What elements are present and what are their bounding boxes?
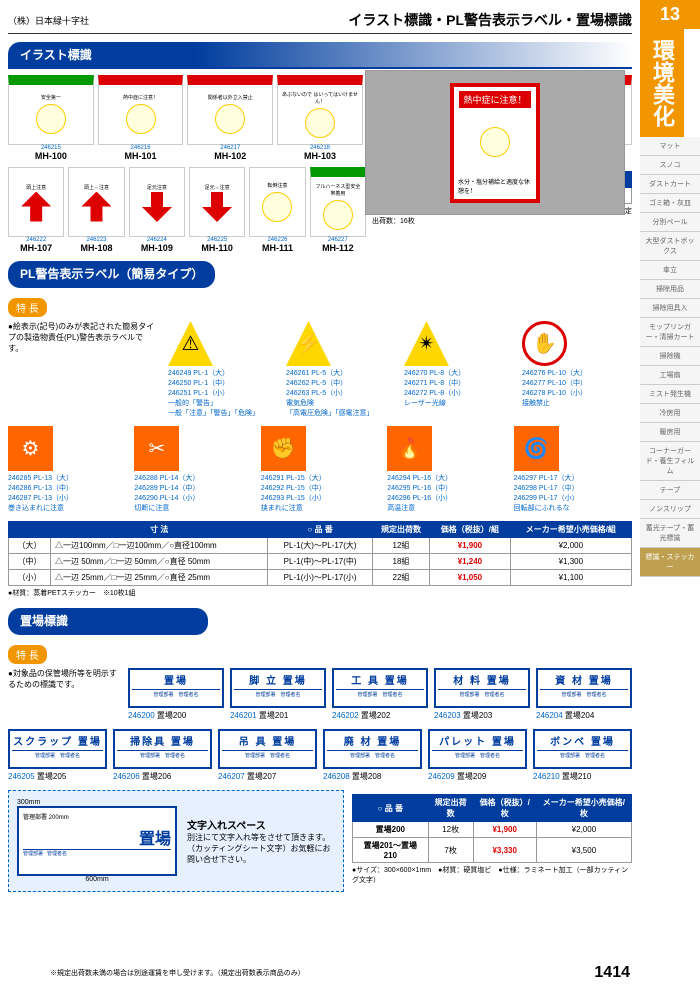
pl-item: ✊ 246291 PL-15（大）246292 PL-15（中）246293 P…	[261, 426, 379, 513]
page-title: イラスト標識・PL警告表示ラベル・置場標識	[348, 10, 632, 30]
pl-price-table: 寸 法○ 品 番規定出荷数価格（税抜）/組メーカー希望小売価格/組 （大）△一辺…	[8, 521, 632, 586]
sidecat-4[interactable]: 分別ペール	[640, 213, 700, 232]
product-MH-112: フルハーネス型安全帯着用 246227 MH-112	[310, 167, 366, 253]
placement-置場210: ボンベ 置場 管理部署 管理者名 246210 置場210	[533, 729, 632, 782]
product-MH-103: あぶないので はいってはいけません！ 246218 MH-103	[277, 75, 363, 161]
sidecat-16[interactable]: テープ	[640, 481, 700, 500]
sidecat-17[interactable]: ノンスリップ	[640, 500, 700, 519]
placement-置場206: 掃除具 置場 管理部署 管理者名 246206 置場206	[113, 729, 212, 782]
pl-description: ●絵表示(記号)のみが表記された簡易タイプの製造物責任(PL)警告表示ラベルです…	[8, 321, 158, 418]
big-sign-title: 熱中症に注意！	[459, 91, 530, 108]
placement-置場207: 吊 具 置場 管理部署 管理者名 246207 置場207	[218, 729, 317, 782]
section1-header: イラスト標識	[8, 42, 632, 69]
sidecat-15[interactable]: コーナーガード・養生フィルム	[640, 442, 700, 481]
sidecat-7[interactable]: 掃除用品	[640, 280, 700, 299]
placement-置場209: パレット 置場 管理部署 管理者名 246209 置場209	[428, 729, 527, 782]
sidecat-14[interactable]: 暖房用	[640, 423, 700, 442]
sidecat-0[interactable]: マット	[640, 137, 700, 156]
pl-item: 🔥 246294 PL-16（大）246295 PL-16（中）246296 P…	[387, 426, 505, 513]
pl-specs: ●材質：蒸着PETステッカー ※10枚1組	[8, 588, 632, 598]
placement-置場204: 資 材 置場 管理部署 管理者名 246204 置場204	[536, 668, 632, 721]
placement-置場203: 材 料 置場 管理部署 管理者名 246203 置場203	[434, 668, 530, 721]
okiba-specs: ●サイズ：300×600×1mm ●材質：硬質塩ビ ●仕様：ラミネート加工（一部…	[352, 865, 632, 885]
product-MH-107: 頭上注意 246222 MH-107	[8, 167, 64, 253]
section2-header: PL警告表示ラベル（簡易タイプ）	[8, 261, 215, 288]
product-row2: 頭上注意 246222 MH-107 頭上⇔注意 246223 MH-108 足…	[8, 167, 366, 253]
product-MH-102: 関係者以外立入禁止 246217 MH-102	[187, 75, 273, 161]
pl-item: ✋ 246276 PL-10（大）246277 PL-10（中）246278 P…	[522, 321, 632, 418]
pl-item: ⚡ 246261 PL-5（大）246262 PL-5（中）246263 PL-…	[286, 321, 396, 418]
okiba-desc: ●対象品の保管場所等を明示するための標識です。	[8, 668, 118, 729]
pl-item: ✂ 246288 PL-14（大）246289 PL-14（中）246290 P…	[134, 426, 252, 513]
placement-置場202: 工 具 置場 管理部署 管理者名 246202 置場202	[332, 668, 428, 721]
placement-置場200: 置場 管理部署 管理者名 246200 置場200	[128, 668, 224, 721]
page-number: 1414	[594, 964, 630, 982]
sidecat-1[interactable]: スノコ	[640, 156, 700, 175]
product-MH-111: 転倒注意 246226 MH-111	[249, 167, 305, 253]
okiba-price-table: ○ 品 番規定出荷数価格（税抜）/枚メーカー希望小売価格/枚 置場20012枚¥…	[352, 794, 632, 863]
sidecat-13[interactable]: 冷房用	[640, 404, 700, 423]
sidecat-11[interactable]: 工場扇	[640, 366, 700, 385]
company: （株）日本緑十字社	[8, 14, 89, 27]
sidecat-18[interactable]: 蓄光テープ・蓄光標識	[640, 519, 700, 548]
placement-置場201: 脚 立 置場 管理部署 管理者名 246201 置場201	[230, 668, 326, 721]
feature-label3: 特 長	[8, 645, 47, 664]
product-MH-101: 熱中症に注意！ 246216 MH-101	[98, 75, 184, 161]
feature-label: 特 長	[8, 298, 47, 317]
sidecat-19[interactable]: 標識・ステッカー	[640, 548, 700, 577]
chapter-tab: 環境美化	[640, 29, 684, 137]
pl-item: ⚠ 246249 PL-1（大）246250 PL-1（中）246251 PL-…	[168, 321, 278, 418]
dimension-box: 300mm 管理部署 200mm 置場 管理部署管理者名 600mm 文字入れス…	[8, 790, 344, 892]
product-MH-110: 足元⇔注意 246225 MH-110	[189, 167, 245, 253]
pl-item: ⚙ 246285 PL-13（大）246286 PL-13（中）246287 P…	[8, 426, 126, 513]
footnote: ※規定出荷数未満の場合は別途運賃を申し受けます。（規定出荷数表示商品のみ）	[50, 968, 305, 978]
placement-置場205: スクラップ 置場 管理部署 管理者名 246205 置場205	[8, 729, 107, 782]
dim-desc: 別注にて文字入れ等をさせて頂きます。（カッティングシート文字）お気軽にお問い合せ…	[187, 832, 335, 865]
placement-置場208: 廃 材 置場 管理部署 管理者名 246208 置場208	[323, 729, 422, 782]
sidecat-3[interactable]: ゴミ箱・灰皿	[640, 194, 700, 213]
product-MH-100: 安全第一 246215 MH-100	[8, 75, 94, 161]
section3-header: 置場標識	[8, 608, 208, 635]
context-photo: 熱中症に注意！ 水分・塩分補給と適度な休憩を！	[365, 70, 625, 215]
big-sign-sub: 水分・塩分補給と適度な休憩を！	[458, 177, 532, 195]
chapter-num: 13	[640, 0, 700, 29]
pl-item: ✴ 246270 PL-8（大）246271 PL-8（中）246272 PL-…	[404, 321, 514, 418]
sidecat-6[interactable]: 傘立	[640, 261, 700, 280]
product-MH-109: 足元注意 246224 MH-109	[129, 167, 185, 253]
sidecat-8[interactable]: 掃除用具入	[640, 299, 700, 318]
sidecat-10[interactable]: 掃除機	[640, 347, 700, 366]
sidecat-2[interactable]: ダストカート	[640, 175, 700, 194]
dim-title: 文字入れスペース	[187, 817, 335, 832]
sidecat-9[interactable]: モップリンガー・清掃カート	[640, 318, 700, 347]
sidecat-5[interactable]: 大型ダストボックス	[640, 232, 700, 261]
pl-item: 🌀 246297 PL-17（大）246298 PL-17（中）246299 P…	[514, 426, 632, 513]
sidecat-12[interactable]: ミスト発生機	[640, 385, 700, 404]
product-MH-108: 頭上⇔注意 246223 MH-108	[68, 167, 124, 253]
